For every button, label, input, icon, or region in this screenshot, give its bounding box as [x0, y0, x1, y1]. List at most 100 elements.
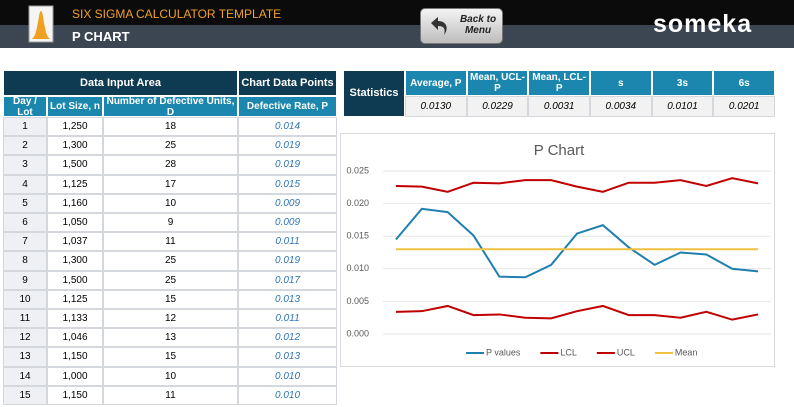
table-cell: 0.011 — [238, 232, 337, 252]
table-cell: 0.010 — [238, 366, 337, 386]
table-cell: 1,125 — [47, 174, 103, 194]
statistics-value: 0.0101 — [651, 96, 714, 117]
table-cell: 10 — [103, 193, 238, 213]
statistics-label: Statistics — [343, 70, 405, 117]
legend-label: UCL — [617, 347, 635, 357]
table-cell: 15 — [103, 347, 238, 367]
table-cell: 1,133 — [47, 309, 103, 329]
table-cell: 0.019 — [238, 136, 337, 156]
column-header: Lot Size, n — [47, 96, 103, 117]
chart-title: P Chart — [534, 142, 585, 159]
table-cell: 10 — [3, 289, 47, 309]
column-header: Day / Lot — [3, 96, 47, 118]
series-line — [395, 207, 759, 279]
table-cell: 7 — [3, 232, 47, 252]
table-cell: 0.019 — [238, 251, 337, 271]
series-line — [395, 304, 759, 321]
brand-logo: someka — [653, 10, 753, 38]
table-cell: 5 — [3, 193, 47, 213]
y-tick-label: 0.005 — [346, 296, 369, 306]
series-line — [395, 177, 759, 193]
statistics-value: 0.0201 — [713, 96, 775, 117]
icon-curve — [31, 11, 51, 39]
y-tick-label: 0.015 — [346, 231, 369, 241]
table-cell: 1,037 — [47, 232, 103, 252]
page-title: P CHART — [72, 29, 130, 44]
table-cell: 2 — [3, 136, 47, 156]
table-cell: 12 — [3, 328, 47, 348]
table-cell: 10 — [103, 366, 238, 386]
table-cell: 18 — [103, 117, 238, 137]
statistics-header: s — [590, 70, 652, 96]
y-tick-label: 0.025 — [346, 165, 369, 175]
table-cell: 1,250 — [47, 117, 103, 137]
table-cell: 14 — [3, 366, 47, 386]
y-tick-label: 0.020 — [346, 198, 369, 208]
column-header: Number of Defective Units, D — [103, 96, 238, 118]
table-cell: 0.011 — [238, 309, 337, 329]
table-cell: 25 — [103, 136, 238, 156]
table-cell: 1,000 — [47, 366, 103, 386]
statistics-header: 3s — [651, 70, 714, 96]
table-cell: 11 — [103, 385, 238, 405]
statistics-header: 6s — [713, 70, 775, 96]
table-cell: 0.017 — [238, 270, 337, 290]
table-cell: 1,125 — [47, 289, 103, 309]
table-cell: 11 — [103, 232, 238, 252]
table-cell: 25 — [103, 270, 238, 290]
table-cell: 15 — [103, 289, 238, 309]
table-cell: 0.010 — [238, 385, 337, 405]
table-cell: 1 — [3, 117, 47, 137]
table-cell: 25 — [103, 251, 238, 271]
logo-icon — [28, 5, 54, 43]
column-header: Defective Rate, P — [238, 96, 337, 117]
statistics-value: 0.0034 — [590, 96, 652, 117]
table-cell: 1,150 — [47, 385, 103, 405]
group-header: Data Input Area — [3, 70, 238, 96]
y-tick-label: 0.000 — [346, 328, 369, 338]
table-cell: 0.015 — [238, 174, 337, 194]
table-cell: 17 — [103, 174, 238, 194]
table-cell: 15 — [3, 385, 47, 405]
statistics-header: Average, P — [405, 70, 467, 96]
statistics-value: 0.0031 — [528, 96, 590, 117]
app-title: SIX SIGMA CALCULATOR TEMPLATE — [72, 7, 282, 21]
table-cell: 13 — [103, 328, 238, 348]
table-cell: 11 — [3, 309, 47, 329]
back-arrow — [431, 17, 447, 35]
legend-label: Mean — [675, 347, 698, 357]
table-cell: 1,500 — [47, 155, 103, 175]
table-cell: 9 — [103, 213, 238, 233]
statistics-header: Mean, LCL-P — [528, 70, 590, 96]
statistics-header: Mean, UCL-P — [466, 70, 529, 96]
statistics-value: 0.0130 — [405, 96, 467, 117]
table-cell: 0.009 — [238, 213, 337, 233]
table-cell: 1,160 — [47, 193, 103, 213]
arrow — [431, 17, 447, 35]
button-label: Back to Menu — [459, 14, 497, 36]
table-cell: 6 — [3, 213, 47, 233]
table-cell: 0.013 — [238, 289, 337, 309]
table-cell: 0.013 — [238, 347, 337, 367]
table-cell: 1,300 — [47, 251, 103, 271]
table-cell: 1,150 — [47, 347, 103, 367]
subtitle-bar — [0, 25, 794, 48]
legend-label: LCL — [560, 347, 577, 357]
table-cell: 9 — [3, 270, 47, 290]
table-cell: 0.012 — [238, 328, 337, 348]
table-cell: 28 — [103, 155, 238, 175]
table-cell: 1,500 — [47, 270, 103, 290]
table-cell: 12 — [103, 309, 238, 329]
y-tick-label: 0.010 — [346, 263, 369, 273]
legend-label: P values — [486, 347, 521, 357]
back-button[interactable]: Back to Menu — [420, 8, 503, 44]
table-cell: 0.019 — [238, 155, 337, 175]
title-bar — [0, 0, 794, 25]
table-cell: 1,046 — [47, 328, 103, 348]
table-cell: 1,050 — [47, 213, 103, 233]
table-cell: 4 — [3, 174, 47, 194]
table-cell: 13 — [3, 347, 47, 367]
table-cell: 8 — [3, 251, 47, 271]
table-cell: 1,300 — [47, 136, 103, 156]
